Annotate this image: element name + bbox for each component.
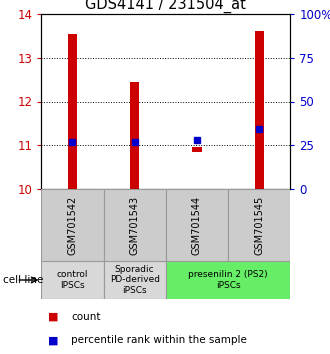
Bar: [104, 189, 166, 261]
Text: presenilin 2 (PS2)
iPSCs: presenilin 2 (PS2) iPSCs: [188, 270, 268, 290]
Bar: [68, 34, 77, 189]
Bar: [41, 261, 104, 299]
Bar: [192, 147, 202, 152]
Text: percentile rank within the sample: percentile rank within the sample: [71, 335, 247, 345]
Text: cell line: cell line: [3, 275, 44, 285]
Text: GSM701542: GSM701542: [67, 195, 78, 255]
Bar: [130, 82, 139, 189]
Text: GSM701544: GSM701544: [192, 195, 202, 255]
Bar: [254, 31, 264, 189]
Text: count: count: [71, 312, 100, 321]
Bar: [166, 261, 290, 299]
Text: GSM701543: GSM701543: [130, 195, 140, 255]
Text: GSM701545: GSM701545: [254, 195, 264, 255]
Text: Sporadic
PD-derived
iPSCs: Sporadic PD-derived iPSCs: [110, 265, 160, 295]
Text: control
IPSCs: control IPSCs: [57, 270, 88, 290]
Text: ■: ■: [48, 335, 58, 345]
Bar: [41, 189, 104, 261]
Bar: [166, 189, 228, 261]
Title: GDS4141 / 231504_at: GDS4141 / 231504_at: [85, 0, 246, 13]
Bar: [104, 261, 166, 299]
Text: ■: ■: [48, 312, 58, 321]
Bar: [228, 189, 290, 261]
